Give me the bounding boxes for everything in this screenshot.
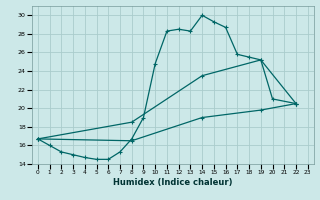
- X-axis label: Humidex (Indice chaleur): Humidex (Indice chaleur): [113, 178, 233, 187]
